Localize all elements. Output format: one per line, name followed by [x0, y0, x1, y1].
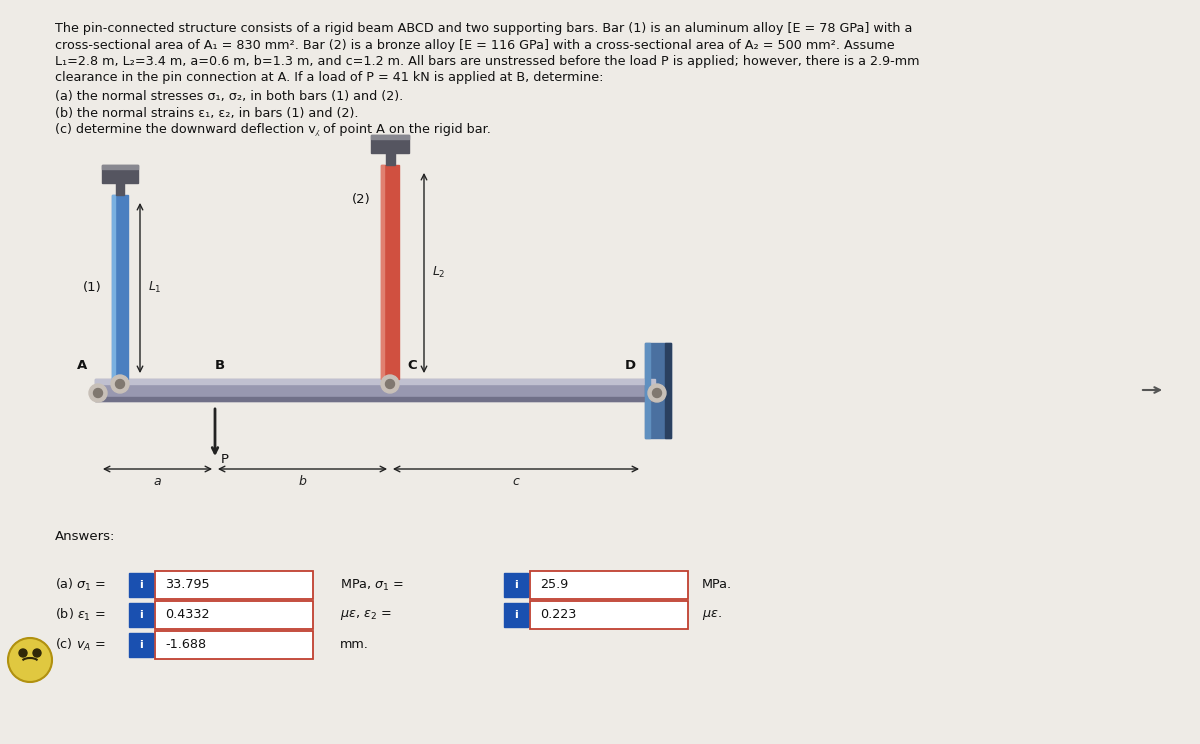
- Circle shape: [19, 649, 28, 657]
- Bar: [155, 601, 313, 629]
- Bar: [371, 135, 409, 139]
- Text: 25.9: 25.9: [540, 579, 569, 591]
- Circle shape: [112, 375, 130, 393]
- Text: -1.688: -1.688: [166, 638, 206, 652]
- Bar: [530, 601, 688, 629]
- Text: mm.: mm.: [340, 638, 368, 652]
- Text: i: i: [514, 580, 518, 590]
- Bar: [665, 343, 671, 438]
- Text: $L_2$: $L_2$: [432, 264, 445, 280]
- Circle shape: [94, 388, 102, 397]
- Bar: [112, 195, 115, 379]
- Bar: [504, 573, 528, 597]
- Text: 33.795: 33.795: [166, 579, 210, 591]
- Text: c: c: [512, 475, 520, 488]
- Text: i: i: [139, 580, 143, 590]
- Bar: [155, 631, 313, 659]
- Bar: [530, 571, 688, 599]
- Bar: [116, 183, 124, 195]
- Text: i: i: [514, 610, 518, 620]
- Text: (2): (2): [352, 193, 371, 207]
- Bar: [112, 195, 128, 379]
- Text: a: a: [154, 475, 161, 488]
- Text: $L_1$: $L_1$: [148, 280, 162, 295]
- Text: (b) the normal strains ε₁, ε₂, in bars (1) and (2).: (b) the normal strains ε₁, ε₂, in bars (…: [55, 106, 359, 120]
- Bar: [155, 571, 313, 599]
- Text: D: D: [624, 359, 636, 372]
- Text: (a) $\sigma_1$ =: (a) $\sigma_1$ =: [55, 577, 107, 593]
- Text: C: C: [407, 359, 416, 372]
- Bar: [102, 165, 138, 183]
- Bar: [646, 343, 650, 438]
- Bar: [371, 135, 409, 153]
- Circle shape: [8, 638, 52, 682]
- Text: MPa, $\sigma_1$ =: MPa, $\sigma_1$ =: [340, 577, 404, 592]
- Bar: [382, 165, 398, 379]
- Text: (b) $\varepsilon_1$ =: (b) $\varepsilon_1$ =: [55, 607, 106, 623]
- Text: (1): (1): [83, 280, 101, 293]
- Text: (c) $v_A$ =: (c) $v_A$ =: [55, 637, 106, 653]
- Text: The pin-connected structure consists of a rigid beam ABCD and two supporting bar: The pin-connected structure consists of …: [55, 22, 912, 35]
- Bar: [130, 603, 154, 627]
- Text: B: B: [215, 359, 226, 372]
- Text: (c) determine the downward deflection v⁁ of point A on the rigid bar.: (c) determine the downward deflection v⁁…: [55, 123, 491, 136]
- Text: i: i: [139, 640, 143, 650]
- Bar: [386, 153, 395, 165]
- Bar: [95, 397, 655, 401]
- Text: L₁=2.8 m, L₂=3.4 m, a=0.6 m, b=1.3 m, and c=1.2 m. All bars are unstressed befor: L₁=2.8 m, L₂=3.4 m, a=0.6 m, b=1.3 m, an…: [55, 55, 919, 68]
- Text: MPa.: MPa.: [702, 579, 732, 591]
- Circle shape: [382, 375, 398, 393]
- Circle shape: [115, 379, 125, 388]
- Bar: [130, 633, 154, 657]
- Text: A: A: [77, 359, 88, 372]
- Bar: [130, 573, 154, 597]
- Bar: [102, 165, 138, 169]
- Text: P: P: [221, 453, 229, 466]
- Bar: [95, 379, 655, 401]
- Text: 0.223: 0.223: [540, 609, 576, 621]
- Text: b: b: [298, 475, 306, 488]
- Circle shape: [648, 384, 666, 402]
- Bar: [504, 603, 528, 627]
- Text: 0.4332: 0.4332: [166, 609, 210, 621]
- Text: Answers:: Answers:: [55, 530, 115, 543]
- Text: clearance in the pin connection at A. If a load of P = 41 kN is applied at B, de: clearance in the pin connection at A. If…: [55, 71, 604, 85]
- Bar: [95, 379, 655, 384]
- Text: i: i: [139, 610, 143, 620]
- Bar: [646, 343, 671, 438]
- Text: (a) the normal stresses σ₁, σ₂, in both bars (1) and (2).: (a) the normal stresses σ₁, σ₂, in both …: [55, 90, 403, 103]
- Circle shape: [89, 384, 107, 402]
- Bar: [382, 165, 384, 379]
- Circle shape: [385, 379, 395, 388]
- Text: $\mu\varepsilon$.: $\mu\varepsilon$.: [702, 608, 722, 622]
- Text: cross-sectional area of A₁ = 830 mm². Bar (2) is a bronze alloy [E = 116 GPa] wi: cross-sectional area of A₁ = 830 mm². Ba…: [55, 39, 895, 51]
- Text: $\mu\varepsilon$, $\varepsilon_2$ =: $\mu\varepsilon$, $\varepsilon_2$ =: [340, 608, 391, 622]
- Circle shape: [34, 649, 41, 657]
- Circle shape: [653, 388, 661, 397]
